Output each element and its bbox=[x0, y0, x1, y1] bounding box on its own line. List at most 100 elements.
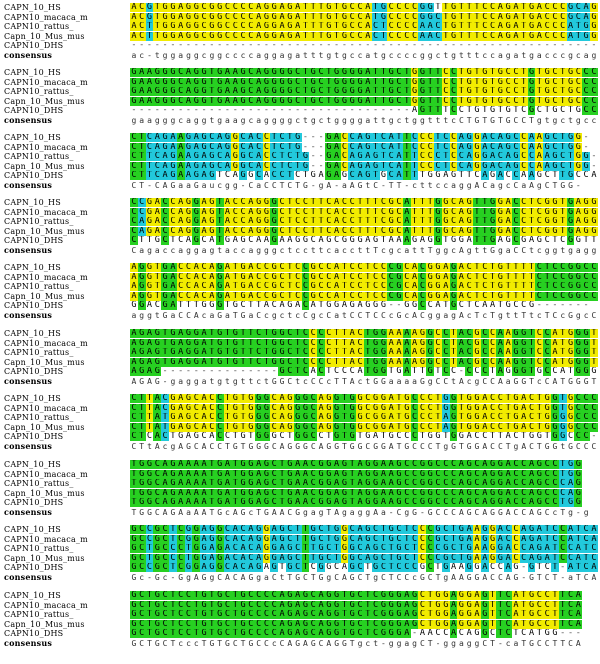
residue: G bbox=[153, 87, 162, 97]
residue: G bbox=[184, 198, 193, 207]
residue: A bbox=[130, 357, 138, 367]
residue: C bbox=[558, 534, 567, 544]
residue: T bbox=[551, 236, 559, 246]
residue: G bbox=[293, 394, 302, 403]
residue: G bbox=[426, 282, 435, 292]
residue: G bbox=[496, 87, 505, 97]
residue: T bbox=[231, 460, 240, 469]
residue: C bbox=[371, 610, 380, 620]
residue: A bbox=[145, 77, 154, 87]
residue: C bbox=[340, 226, 349, 236]
residue: A bbox=[519, 442, 528, 451]
sequence-row: CAPN10_rattus_ C T T C A G A A G A G C A G G C A C C T C T G - - G… bbox=[2, 152, 600, 162]
residue: g bbox=[418, 116, 427, 125]
residue: T bbox=[551, 591, 559, 600]
residue: t bbox=[418, 181, 427, 190]
residue: C bbox=[348, 12, 357, 22]
residue: T bbox=[426, 600, 435, 610]
residue: C bbox=[418, 301, 427, 311]
residue: A bbox=[246, 198, 255, 207]
residue: A bbox=[574, 207, 583, 217]
sequence-name: CAPN10_macaca_m bbox=[4, 534, 88, 544]
residue: T bbox=[340, 619, 349, 629]
residue: A bbox=[254, 460, 263, 469]
residue: G bbox=[137, 367, 146, 377]
residue: - bbox=[301, 41, 310, 51]
residue: A bbox=[231, 68, 240, 77]
residue: t bbox=[473, 246, 481, 255]
residue: T bbox=[519, 311, 528, 320]
residue: G bbox=[324, 133, 333, 142]
residue: A bbox=[231, 534, 240, 544]
residue: T bbox=[231, 263, 240, 272]
residue: T bbox=[519, 263, 528, 272]
residue: T bbox=[535, 413, 544, 423]
sequence-row: CAPN_10_HS C C G A C C A G G A G T A C C A G G G C T C C T T C A C C T… bbox=[2, 198, 600, 207]
residue: A bbox=[379, 460, 388, 469]
residue: C bbox=[512, 534, 520, 544]
residue: - bbox=[582, 133, 591, 142]
residue: T bbox=[488, 263, 497, 272]
residue: g bbox=[270, 246, 279, 255]
residue: T bbox=[457, 171, 466, 181]
residue: C bbox=[161, 619, 169, 629]
residue: G bbox=[324, 152, 333, 162]
residue: T bbox=[410, 161, 419, 171]
residue: G bbox=[145, 272, 154, 282]
residue: A bbox=[496, 142, 505, 152]
residue: A bbox=[153, 432, 162, 442]
residue: T bbox=[551, 573, 559, 582]
residue: T bbox=[426, 96, 435, 106]
residue: C bbox=[239, 525, 247, 534]
residue: A bbox=[176, 338, 185, 348]
residue: C bbox=[395, 77, 403, 87]
residue: c bbox=[293, 311, 302, 320]
residue: G bbox=[496, 460, 505, 469]
residue: t bbox=[512, 311, 520, 320]
residue: C bbox=[348, 534, 357, 544]
residue: - bbox=[379, 181, 388, 190]
residue: G bbox=[410, 77, 419, 87]
residue: G bbox=[168, 181, 177, 190]
residue: C bbox=[441, 460, 450, 469]
residue: T bbox=[527, 357, 536, 367]
residue: C bbox=[449, 508, 458, 517]
residue: - bbox=[309, 106, 318, 116]
residue: T bbox=[231, 469, 240, 479]
residue: A bbox=[231, 77, 240, 87]
sequence-name: Capn_10_Mus_mus bbox=[4, 619, 85, 629]
residue: A bbox=[200, 508, 208, 517]
residue: A bbox=[246, 133, 255, 142]
residue: T bbox=[535, 394, 544, 403]
residue: G bbox=[278, 338, 286, 348]
residue: C bbox=[418, 272, 427, 282]
residue: G bbox=[387, 68, 396, 77]
residue: T bbox=[301, 96, 310, 106]
residue: G bbox=[379, 442, 388, 451]
residue: G bbox=[488, 544, 497, 554]
residue: C bbox=[285, 161, 294, 171]
residue: G bbox=[153, 236, 162, 246]
residue: T bbox=[558, 394, 567, 403]
residue: C bbox=[246, 619, 255, 629]
residue: G bbox=[566, 498, 575, 508]
residue: g bbox=[535, 116, 544, 125]
residue: c bbox=[161, 573, 169, 582]
residue: T bbox=[278, 563, 286, 573]
residue: C bbox=[239, 22, 247, 32]
residue: G bbox=[558, 422, 567, 432]
consensus-row: consensus g a a g g g c a g g t g a a g c a g g g g c t g c t g g g g a… bbox=[2, 116, 600, 125]
residue: T bbox=[473, 207, 481, 217]
residue: G bbox=[512, 357, 520, 367]
residue: A bbox=[207, 544, 216, 554]
residue: C bbox=[200, 31, 208, 41]
residue: G bbox=[332, 534, 341, 544]
residue: G bbox=[574, 133, 583, 142]
residue: t bbox=[371, 116, 380, 125]
sequence-name: Capn_10_Mus_mus bbox=[4, 96, 85, 106]
residue: C bbox=[488, 348, 497, 358]
residue: C bbox=[551, 96, 559, 106]
